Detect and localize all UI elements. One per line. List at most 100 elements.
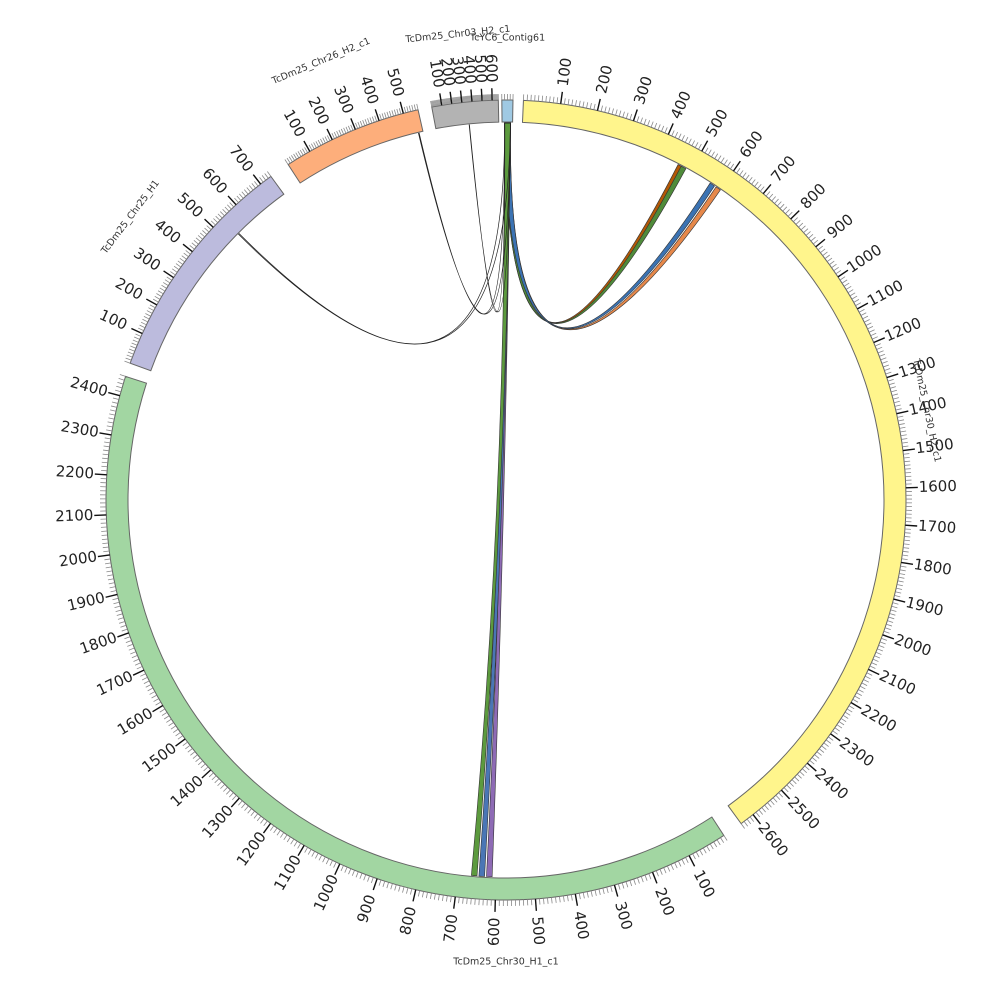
tick-mark [115, 609, 122, 612]
tick-mark [105, 566, 112, 569]
tick-mark [425, 892, 428, 899]
tick-mark [121, 628, 128, 632]
tick-mark [858, 689, 864, 693]
tick-mark [269, 825, 275, 831]
tick-mark [243, 189, 249, 195]
tick-mark [355, 122, 359, 129]
tick-mark [193, 240, 199, 245]
tick-mark [236, 195, 242, 201]
tick-label: 2200 [858, 701, 900, 736]
tick-label: 500 [702, 106, 732, 140]
tick-mark [637, 877, 640, 884]
tick-mark [898, 423, 905, 426]
tick-mark [204, 218, 214, 228]
tick-mark [291, 155, 295, 161]
tick-mark [444, 98, 447, 105]
tick-mark [105, 593, 118, 598]
tick-mark [651, 871, 658, 884]
tick-mark [171, 268, 178, 273]
tick-mark [817, 245, 823, 251]
segment-name-contig61: TcYC6_Contig61 [469, 32, 545, 43]
tick-mark [794, 776, 800, 782]
tick-mark [416, 103, 419, 110]
tick-mark [170, 725, 177, 730]
tick-mark [177, 735, 184, 740]
tick-mark [152, 298, 159, 303]
tick-mark [411, 105, 414, 112]
tick-mark [191, 242, 197, 247]
tick-label: 2000 [58, 547, 98, 570]
tick-mark [140, 321, 147, 326]
tick-mark [791, 779, 797, 785]
tick-label: 700 [440, 913, 461, 944]
link-ribbon-8 [418, 122, 511, 315]
tick-mark [290, 838, 295, 845]
tick-mark [902, 448, 915, 452]
tick-label: 100 [280, 106, 310, 140]
tick-mark [120, 624, 127, 628]
tick-mark [564, 98, 566, 105]
tick-label: 400 [151, 215, 185, 247]
tick-mark [810, 236, 816, 242]
tick-mark [900, 430, 907, 433]
tick-label: 2600 [754, 819, 792, 860]
tick-mark [461, 96, 464, 103]
tick-mark [888, 616, 895, 620]
tick-mark [770, 799, 775, 805]
tick-mark [132, 669, 145, 676]
tick-mark [468, 95, 471, 102]
tick-mark [170, 271, 176, 276]
tick-mark [670, 864, 674, 870]
tick-mark [189, 245, 195, 250]
tick-mark [394, 884, 397, 891]
tick-mark [138, 327, 144, 331]
tick-mark [647, 120, 651, 127]
tick-mark [813, 239, 819, 245]
tick-mark [140, 673, 146, 677]
tick-mark [303, 140, 311, 152]
tick-mark [239, 193, 244, 199]
tick-mark [241, 191, 247, 197]
tick-mark [333, 861, 337, 868]
tick-mark [391, 110, 394, 117]
tick-mark [681, 859, 685, 865]
tick-mark [127, 643, 134, 647]
tick-mark [828, 736, 834, 741]
tick-mark [109, 586, 116, 589]
tick-mark [136, 666, 143, 670]
tick-mark [252, 174, 262, 185]
tick-mark [723, 835, 728, 841]
tick-mark [889, 613, 896, 616]
tick-mark [850, 701, 862, 710]
tick-mark [650, 121, 654, 128]
tick-mark [155, 701, 161, 706]
tick-mark [760, 186, 765, 192]
tick-mark [677, 860, 682, 867]
tick-mark [151, 694, 157, 699]
tick-mark [172, 728, 179, 733]
tick-mark [876, 346, 883, 350]
tick-mark [259, 177, 264, 183]
tick-label: 1900 [904, 593, 945, 620]
tick-mark [559, 896, 561, 903]
tick-mark [895, 408, 902, 411]
tick-mark [782, 206, 788, 212]
tick-mark [901, 441, 908, 444]
tick-mark [214, 778, 220, 784]
tick-mark [443, 98, 446, 105]
tick-mark [288, 156, 293, 163]
tick-mark [382, 881, 386, 888]
tick-mark [273, 827, 278, 834]
tick-label: 600 [736, 127, 767, 161]
tick-mark [611, 108, 614, 115]
tick-mark [183, 252, 189, 258]
tick-mark [182, 243, 193, 253]
tick-mark [834, 727, 840, 732]
tick-mark [204, 227, 210, 233]
tick-mark [884, 627, 891, 631]
tick-mark [895, 591, 902, 594]
tick-mark [459, 90, 463, 103]
tick-mark [260, 818, 265, 824]
tick-mark [643, 118, 647, 125]
tick-mark [102, 453, 109, 456]
